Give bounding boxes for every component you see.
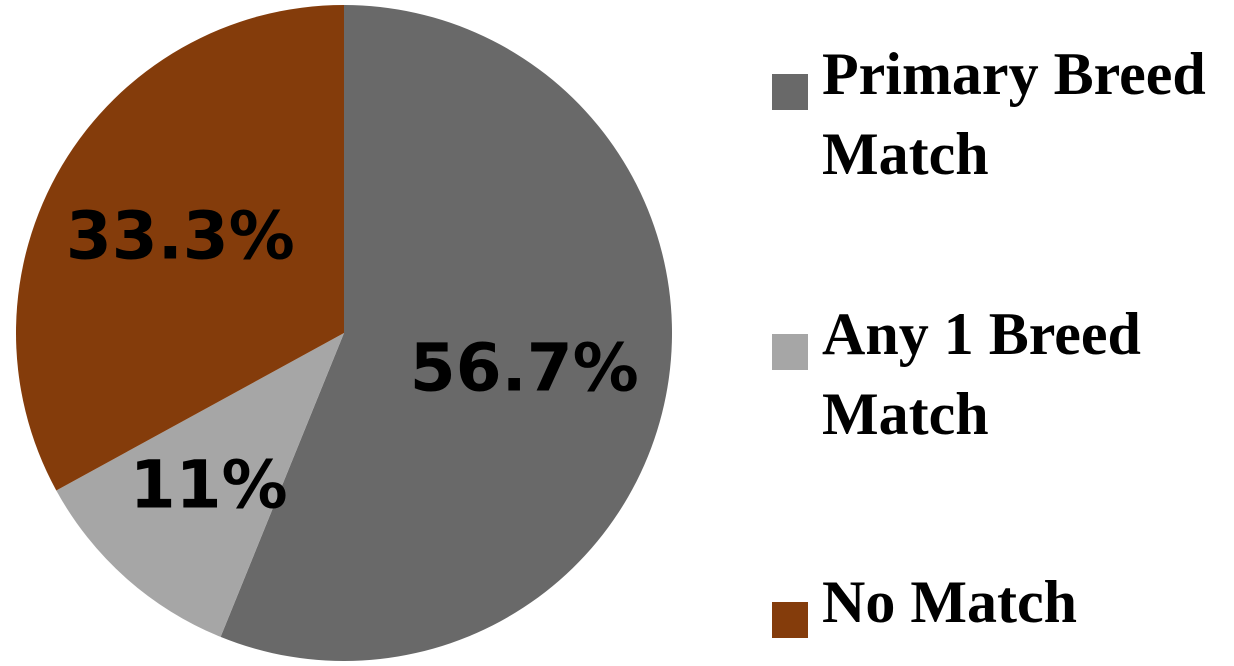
legend-label-any-1-breed-match: Any 1 Breed Match xyxy=(822,301,1141,447)
legend-item-primary-breed-match: Primary Breed Match xyxy=(772,34,1222,194)
pie-slice-any-1-breed-match xyxy=(56,333,344,637)
legend-item-any-1-breed-match: Any 1 Breed Match xyxy=(772,294,1222,454)
data-label-any-1-breed-match: 11% xyxy=(130,446,288,523)
legend-swatch-any-1-breed-match xyxy=(772,334,808,370)
legend-swatch-primary-breed-match xyxy=(772,74,808,110)
pie-slice-no-match xyxy=(15,5,344,491)
legend-swatch-no-match xyxy=(772,602,808,638)
data-label-primary-breed-match: 56.7% xyxy=(410,330,639,407)
legend: Primary Breed Match Any 1 Breed Match No… xyxy=(772,0,1232,666)
data-label-no-match: 33.3% xyxy=(66,198,295,275)
legend-item-no-match: No Match xyxy=(772,562,1222,642)
legend-label-no-match: No Match xyxy=(822,569,1077,635)
pie-chart: 56.7% 11% 33.3% xyxy=(15,5,673,661)
pie-slice-primary-breed-match xyxy=(220,5,673,661)
legend-label-primary-breed-match: Primary Breed Match xyxy=(822,41,1206,187)
